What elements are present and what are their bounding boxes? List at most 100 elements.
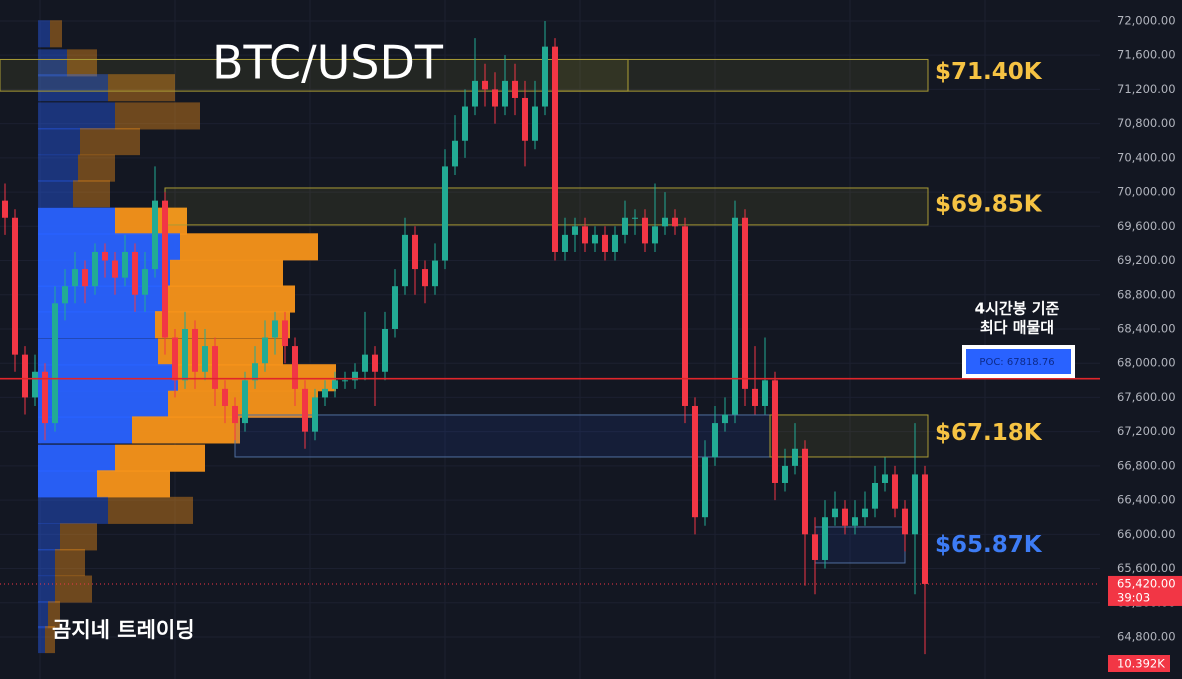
candle-body (642, 217, 648, 244)
candle-body (532, 106, 538, 141)
countdown-label: 39:03 (1117, 590, 1150, 604)
candle-body (362, 354, 368, 372)
y-tick-label: 66,000.00 (1117, 527, 1176, 541)
candle-body (452, 140, 458, 167)
candle-body (392, 286, 398, 329)
candle-body (302, 388, 308, 432)
profile-buy (38, 470, 97, 498)
candle-body (122, 251, 128, 278)
profile-buy (38, 575, 55, 603)
candle-body (682, 226, 688, 406)
poc-box (966, 349, 1071, 374)
candle-body (512, 80, 518, 98)
candle-body (242, 380, 248, 424)
candle-body (652, 226, 658, 244)
candle-body (312, 397, 318, 432)
candle-body (852, 517, 858, 526)
profile-sell (115, 102, 200, 130)
candle-body (472, 80, 478, 107)
overlay: $71.40K $69.85K $67.18K $65.87K POC: 67818.7… (0, 59, 1100, 585)
candle-body (842, 508, 848, 526)
y-tick-label: 68,400.00 (1117, 321, 1176, 335)
candle-body (272, 320, 278, 338)
candle-body (792, 448, 798, 466)
candle-body (142, 269, 148, 295)
profile-sell (60, 523, 97, 551)
candle-body (112, 260, 118, 278)
profile-buy (38, 601, 48, 629)
zones (0, 58, 929, 564)
candle-body (482, 80, 488, 90)
profile-buy (38, 364, 178, 392)
candle-body (82, 269, 88, 287)
zone-box (0, 58, 629, 92)
volume-box (1108, 655, 1170, 672)
candle-body (822, 517, 828, 560)
zone-label: $67.18K (935, 420, 1043, 446)
candle-body (632, 217, 638, 219)
candle-body (232, 405, 238, 424)
watermark: 곰지네 트레이딩 (52, 618, 195, 642)
zone-label: $65.87K (935, 532, 1043, 558)
profile-sell (97, 470, 170, 498)
y-tick-label: 66,400.00 (1117, 493, 1176, 507)
y-tick-label: 70,800.00 (1117, 116, 1176, 130)
candle-body (382, 328, 388, 372)
profile-sell (108, 74, 175, 102)
profile-sell (55, 549, 85, 577)
candle-body (542, 46, 548, 107)
candle-body (32, 371, 38, 398)
candle-body (22, 354, 28, 398)
profile-buy (38, 74, 108, 102)
candle-body (892, 474, 898, 509)
volume-label: 10.392K (1117, 657, 1165, 671)
candle-body (412, 234, 418, 270)
profile-sell (48, 601, 60, 629)
candle-body (372, 354, 378, 372)
profile-sell (115, 207, 187, 235)
candle-body (222, 388, 228, 406)
candle-body (732, 217, 738, 415)
candle-body (192, 328, 198, 372)
candle-body (832, 508, 838, 518)
y-tick-label: 67,600.00 (1117, 390, 1176, 404)
annotation-line: 최다 매물대 (980, 319, 1054, 337)
y-tick-label: 70,000.00 (1117, 185, 1176, 199)
candle-body (12, 217, 18, 355)
grid (0, 0, 1100, 679)
candles (2, 20, 928, 655)
candle-body (492, 89, 498, 107)
y-tick-label: 65,600.00 (1117, 561, 1176, 575)
profile-buy (38, 128, 80, 156)
profile-buy (38, 626, 45, 654)
candle-body (352, 371, 358, 381)
y-tick-label: 71,200.00 (1117, 82, 1176, 96)
profile-buy (38, 390, 168, 418)
candle-body (572, 226, 578, 235)
candle-body (132, 251, 138, 295)
profile-buy (38, 549, 55, 577)
candle-body (152, 200, 158, 270)
profile-buy (38, 259, 170, 287)
profile-sell (108, 496, 193, 524)
candle-body (902, 508, 908, 535)
y-tick-label: 66,800.00 (1117, 458, 1176, 472)
candle-body (252, 363, 258, 381)
candle-body (422, 269, 428, 287)
profile-buy (38, 49, 67, 77)
candle-body (802, 448, 808, 535)
profile-sell (50, 20, 62, 48)
profile-buy (38, 523, 60, 551)
candle-body (762, 380, 768, 406)
candle-body (2, 200, 8, 218)
candle-body (202, 346, 208, 372)
candle-body (332, 380, 338, 389)
profile-sell (67, 49, 97, 77)
candle-body (52, 303, 58, 424)
profile-sell (170, 259, 283, 287)
zone-box (814, 526, 906, 564)
zone-box (164, 187, 929, 226)
candle-body (662, 217, 668, 227)
